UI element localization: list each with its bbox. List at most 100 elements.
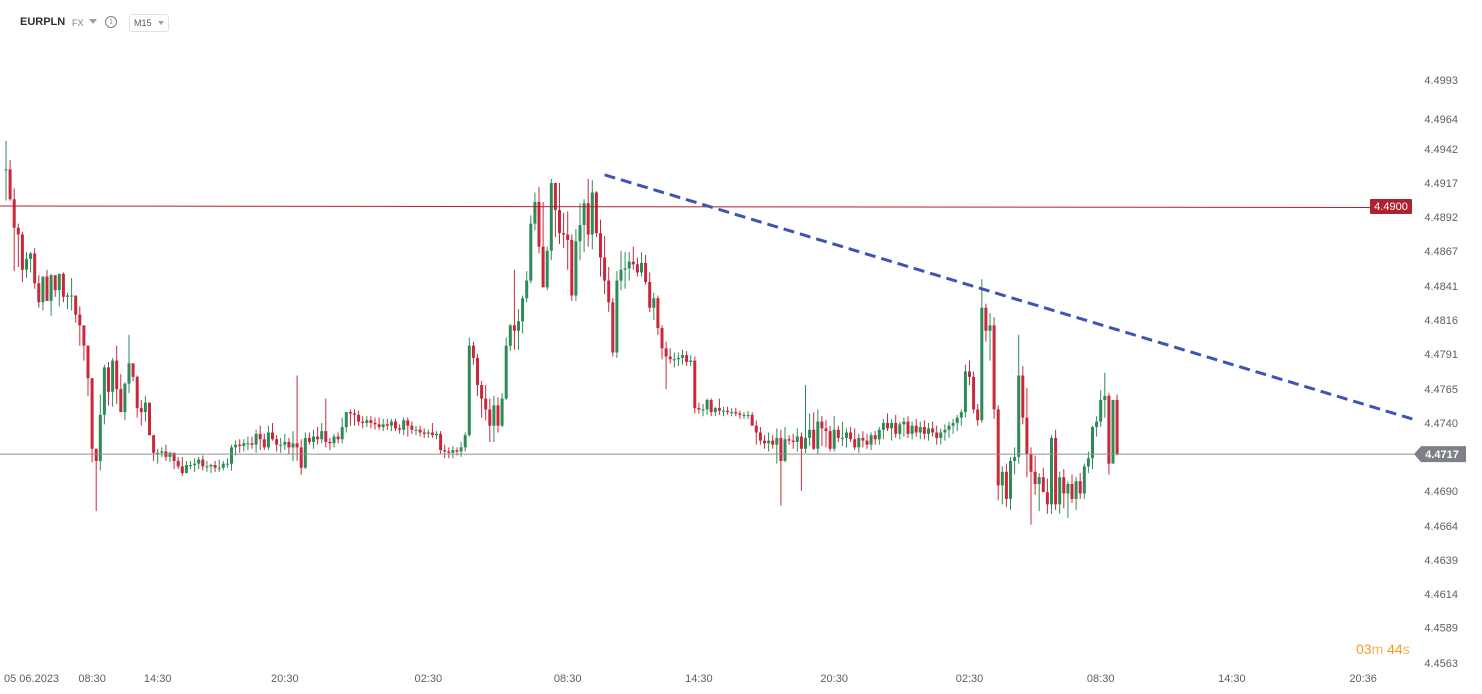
candle-body — [156, 452, 160, 454]
symbol-label[interactable]: EURPLN — [20, 16, 66, 28]
candle-body — [262, 439, 266, 448]
info-icon[interactable]: i — [105, 16, 117, 28]
candle-body — [357, 414, 361, 422]
candle-body — [82, 325, 86, 346]
candle-body — [78, 314, 82, 326]
candle-body — [119, 389, 123, 413]
candle-body — [672, 359, 676, 361]
candle-body — [512, 325, 516, 331]
candle-body — [398, 428, 402, 430]
timeframe-select[interactable]: M15 — [129, 14, 169, 32]
candle-body — [767, 440, 771, 444]
candle-body — [775, 437, 779, 445]
candle-body — [1074, 481, 1078, 499]
candle-body — [1062, 477, 1066, 494]
y-tick-label: 4.4917 — [1424, 178, 1458, 190]
candle-body — [586, 203, 590, 235]
candle-body — [361, 421, 365, 423]
y-axis: 4.4993 4.4964 4.4942 4.4917 4.4892 4.4867 4.48… — [1424, 75, 1458, 670]
x-tick-label: 02:30 — [956, 673, 984, 685]
candle-body — [4, 169, 8, 171]
candle-body — [779, 437, 783, 461]
countdown-seconds-unit: s — [1402, 641, 1410, 657]
y-tick-label: 4.4867 — [1424, 246, 1458, 258]
candle-body — [857, 437, 861, 448]
candle-body — [898, 424, 902, 434]
candle-body — [935, 432, 939, 438]
candle-body — [160, 451, 164, 453]
candle-body — [623, 268, 627, 270]
candle-body — [1000, 471, 1004, 486]
candle-body — [98, 414, 102, 461]
candle-body — [123, 383, 127, 413]
candle-body — [279, 444, 283, 446]
candle-body — [377, 424, 381, 428]
candle-body — [180, 466, 184, 474]
candle-body — [221, 463, 225, 468]
x-tick-label: 20:30 — [820, 673, 848, 685]
candle-body — [558, 210, 561, 234]
candle-body — [799, 436, 803, 449]
candle-body — [328, 441, 332, 444]
candle-body — [213, 465, 217, 468]
candle-body — [217, 467, 221, 469]
trend-line[interactable] — [604, 173, 1413, 421]
candle-body — [676, 357, 680, 360]
candle-body — [320, 431, 324, 440]
resistance-line[interactable] — [0, 205, 1371, 209]
candle-body — [172, 452, 176, 461]
y-tick-label: 4.4816 — [1424, 315, 1458, 327]
candle-body — [1021, 375, 1025, 418]
candle-body — [385, 424, 389, 426]
candle-body — [750, 414, 754, 426]
countdown-seconds: 44 — [1387, 641, 1403, 657]
y-tick-label: 4.4942 — [1424, 144, 1458, 156]
candle-body — [840, 437, 844, 439]
candle-body — [635, 264, 639, 273]
candle-body — [910, 425, 914, 434]
candle-body — [430, 432, 434, 436]
candle-body — [8, 169, 12, 200]
candle-body — [804, 437, 807, 449]
candle-body — [152, 435, 156, 453]
candle-body — [1070, 484, 1074, 499]
candle-body — [685, 355, 689, 362]
candle-body — [553, 182, 557, 211]
candle-body — [791, 440, 795, 442]
candles-layer — [4, 140, 1119, 525]
candle-body — [25, 258, 28, 270]
y-tick-label: 4.4765 — [1424, 384, 1458, 396]
candle-body — [1086, 458, 1090, 467]
y-tick-label: 4.4639 — [1424, 555, 1458, 567]
candle-body — [1066, 484, 1070, 494]
candle-body — [738, 413, 742, 415]
candle-body — [500, 398, 504, 426]
candle-body — [652, 298, 656, 308]
candle-body — [668, 356, 672, 360]
candle-body — [148, 402, 151, 436]
candle-body — [189, 465, 192, 467]
candle-countdown: 03m 44s — [1356, 641, 1410, 657]
candle-body — [45, 276, 49, 301]
x-axis: 05 06.2023 08:30 14:30 20:30 02:30 08:30 14:30… — [4, 673, 1377, 685]
candle-body — [783, 439, 787, 461]
y-tick-label: 4.4892 — [1424, 212, 1458, 224]
candle-body — [845, 432, 848, 438]
symbol-dropdown-icon[interactable] — [89, 19, 97, 24]
candle-body — [455, 450, 459, 452]
candle-body — [726, 410, 730, 413]
candle-body — [890, 422, 894, 429]
candle-body — [476, 357, 479, 386]
candle-body — [201, 459, 205, 467]
candle-body — [1037, 477, 1041, 485]
candle-body — [902, 421, 906, 425]
candle-body — [414, 429, 418, 431]
candle-body — [20, 234, 24, 270]
candle-body — [849, 432, 853, 440]
candle-body — [918, 427, 922, 433]
current-price-label: 4.4717 — [1425, 449, 1459, 461]
candle-body — [1033, 471, 1037, 485]
candle-body — [271, 432, 274, 440]
candle-body — [389, 421, 393, 426]
